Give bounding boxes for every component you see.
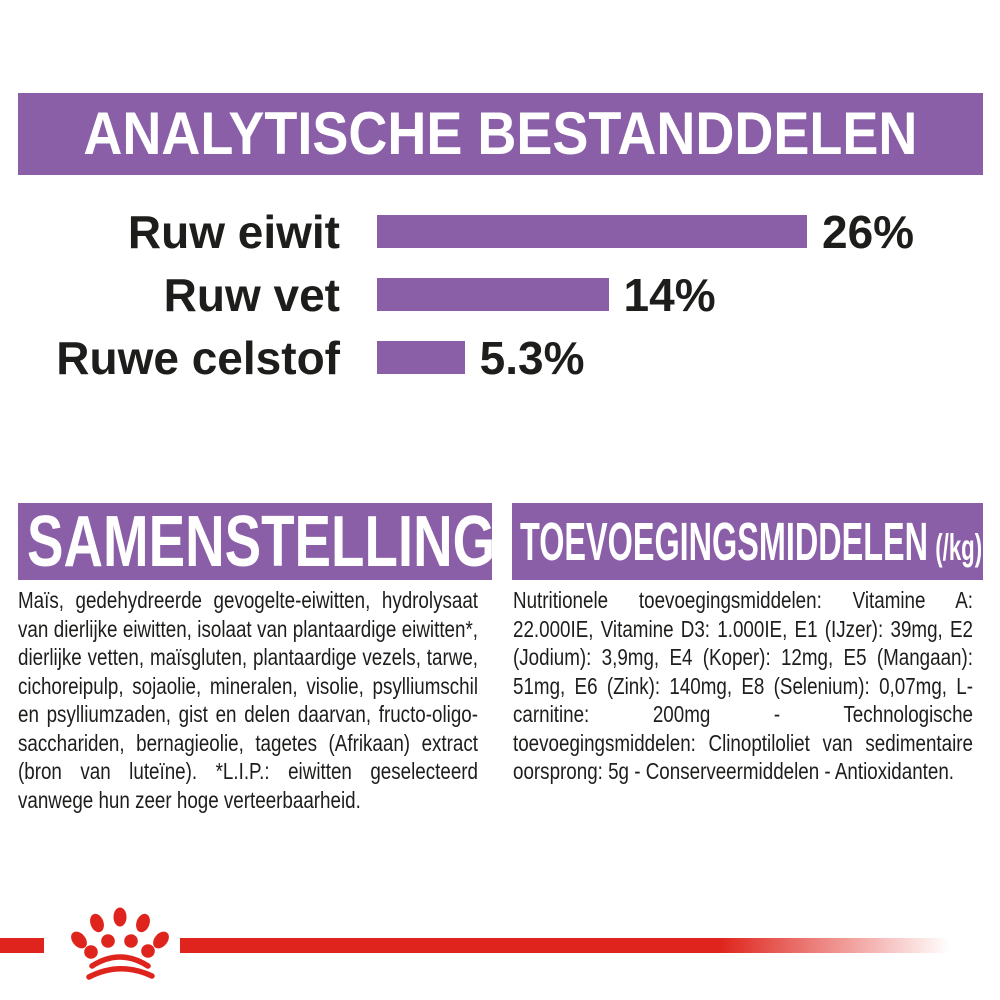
chart-category-label: Ruw vet [163, 268, 340, 321]
additives-title: TOEVOEGINGSMIDDELEN [520, 511, 929, 572]
analytics-title: ANALYTISCHE BESTANDDELEN [83, 100, 918, 167]
analytics-header-banner: ANALYTISCHE BESTANDDELEN [18, 93, 983, 175]
chart-bar [377, 278, 609, 311]
chart-category-label: Ruw eiwit [127, 205, 340, 258]
chart-row: Ruwe celstof 5.3% [0, 335, 1000, 381]
composition-title: SAMENSTELLING [27, 501, 496, 582]
analytical-constituents-chart: Ruw eiwit 26% Ruw vet 14% Ruwe celstof 5… [0, 209, 1000, 404]
brand-stripe-right [180, 938, 950, 953]
chart-value-label: 14% [623, 268, 716, 321]
additives-header-banner: TOEVOEGINGSMIDDELEN (/kg) [512, 503, 983, 580]
royal-canin-crown-icon [71, 907, 169, 980]
additives-title-group: TOEVOEGINGSMIDDELEN (/kg) [520, 515, 982, 569]
additives-unit-suffix: (/kg) [935, 526, 983, 568]
chart-bar [377, 341, 465, 374]
brand-stripe-left [0, 938, 44, 953]
composition-header-banner: SAMENSTELLING [18, 501, 496, 582]
additives-text: Nutritionele toevoegingsmiddelen: Vitami… [513, 587, 973, 784]
chart-value-label: 26% [822, 205, 915, 258]
composition-text: Maïs, gedehydreerde gevogelte-eiwitten, … [18, 587, 478, 813]
chart-category-label: Ruwe celstof [56, 331, 340, 384]
chart-row: Ruw vet 14% [0, 272, 1000, 318]
chart-value-label: 5.3% [479, 331, 585, 384]
chart-bar [377, 215, 807, 248]
chart-row: Ruw eiwit 26% [0, 209, 1000, 255]
